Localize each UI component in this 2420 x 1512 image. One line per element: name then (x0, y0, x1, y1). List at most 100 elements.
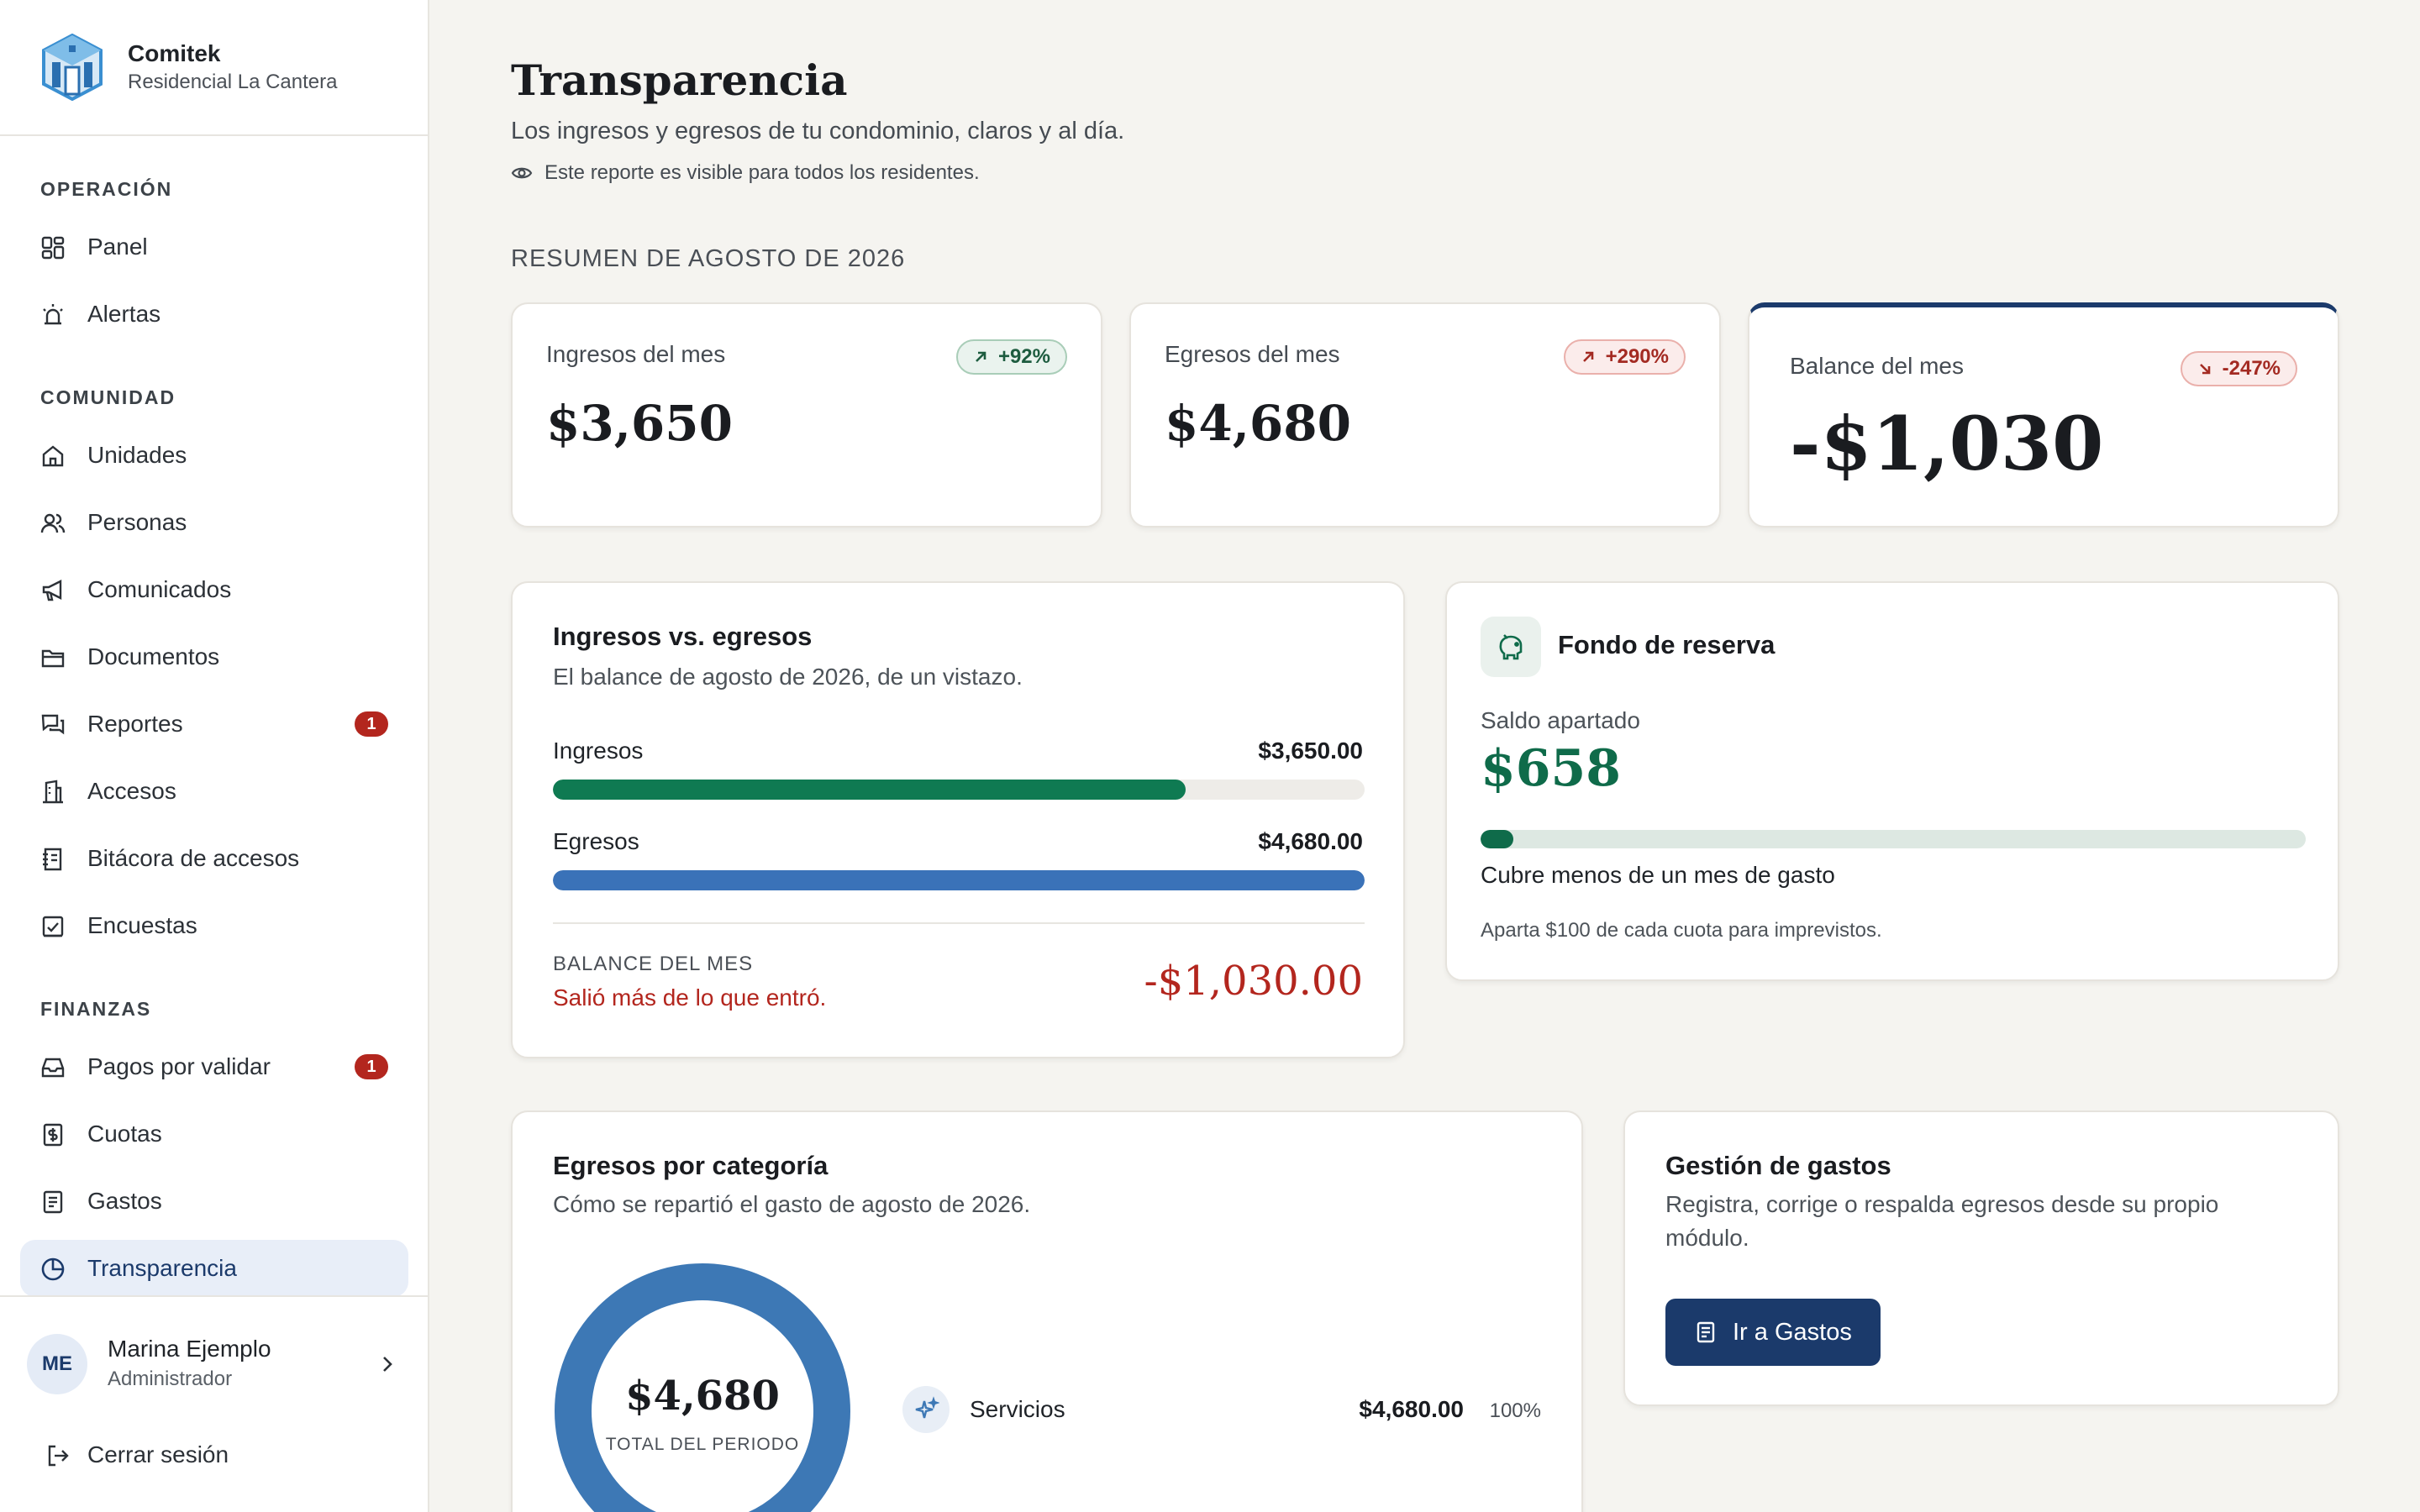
sidebar-item-label: Comunicados (87, 576, 232, 602)
bar-label-ingresos: Ingresos (553, 738, 644, 764)
sidebar-item-unidades[interactable]: Unidades (20, 427, 408, 484)
sparkle-icon (915, 1396, 939, 1419)
trend-badge: +92% (955, 339, 1067, 375)
go-to-expenses-button[interactable]: Ir a Gastos (1665, 1299, 1881, 1366)
sidebar-item-label: Transparencia (87, 1255, 237, 1281)
category-icon-wrap (902, 1386, 950, 1433)
avatar[interactable]: ME (27, 1334, 87, 1394)
income-vs-expense-card: Ingresos vs. egresos El balance de agost… (511, 581, 1405, 1058)
logout-icon (48, 1445, 69, 1467)
card-subtitle: El balance de agosto de 2026, de un vist… (553, 664, 1023, 690)
card-subtitle: Cómo se repartió el gasto de agosto de 2… (553, 1191, 1031, 1217)
chevron-right-icon[interactable] (375, 1352, 398, 1376)
page-title: Transparencia (511, 55, 848, 105)
bar-amount-ingresos: $3,650.00 (1258, 738, 1363, 764)
summary-label: RESUMEN DE AGOSTO DE 2026 (511, 245, 906, 272)
brand-subtitle: Residencial La Cantera (128, 71, 338, 93)
trend-badge: -247% (2180, 351, 2297, 386)
poll-icon (42, 916, 64, 937)
reserve-fund-card: Fondo de reserva Saldo apartado $658 Cub… (1445, 581, 2339, 981)
divider (553, 922, 1365, 924)
receipt-icon (1697, 1321, 1715, 1343)
card-title: Ingresos vs. egresos (553, 622, 813, 651)
bar-label-egresos: Egresos (553, 828, 639, 854)
comitek-logo (42, 34, 103, 101)
sidebar-item-label: Accesos (87, 778, 176, 804)
category-amount: $4,680.00 (1359, 1396, 1464, 1422)
category-percent: 100% (1489, 1399, 1541, 1422)
megaphone-icon (42, 580, 62, 601)
building-icon (43, 780, 63, 804)
nav-section-comunidad: COMUNIDAD (40, 386, 176, 408)
sidebar-item-label: Unidades (87, 442, 187, 468)
eye-icon (511, 167, 533, 179)
kpi-card-egresos: Egresos del mes +290% $4,680 (1129, 302, 1721, 528)
sidebar-item-cuotas[interactable]: Cuotas (20, 1105, 408, 1163)
visibility-note-text: Este reporte es visible para todos los r… (544, 161, 980, 184)
kpi-label: Egresos del mes (1165, 341, 1340, 367)
notification-badge: 1 (355, 1054, 388, 1079)
sidebar-item-documentos[interactable]: Documentos (20, 628, 408, 685)
balance-note: Salió más de lo que entró. (553, 984, 827, 1011)
user-name[interactable]: Marina Ejemplo (108, 1336, 271, 1362)
sidebar-item-transparencia[interactable]: Transparencia (20, 1240, 408, 1297)
sidebar-item-encuestas[interactable]: Encuestas (20, 897, 408, 954)
kpi-value: -$1,030 (1790, 400, 2104, 487)
sidebar-item-label: Encuestas (87, 912, 197, 938)
bar-amount-egresos: $4,680.00 (1258, 828, 1363, 854)
logout-button[interactable]: Cerrar sesión (20, 1426, 408, 1483)
progress-fill-ingresos (553, 780, 1186, 800)
visibility-note: Este reporte es visible para todos los r… (511, 161, 980, 185)
sidebar-item-alertas[interactable]: Alertas (20, 286, 408, 343)
sidebar-item-bitacora[interactable]: Bitácora de accesos (20, 830, 408, 887)
sidebar-item-reportes[interactable]: Reportes 1 (20, 696, 408, 753)
page-subtitle: Los ingresos y egresos de tu condominio,… (511, 118, 1125, 144)
kpi-label: Balance del mes (1790, 353, 1965, 379)
sidebar-item-gastos[interactable]: Gastos (20, 1173, 408, 1230)
sidebar-item-label: Bitácora de accesos (87, 845, 300, 871)
folder-icon (41, 649, 65, 668)
notification-badge: 1 (355, 711, 388, 737)
card-description-line-2: módulo. (1665, 1225, 1749, 1251)
nav-section-finanzas: FINANZAS (40, 998, 152, 1020)
sidebar-item-label: Cuotas (87, 1121, 162, 1147)
arrow-up-right-icon (976, 351, 986, 362)
piggy-bank-icon (1499, 634, 1523, 660)
sidebar-divider (0, 1295, 428, 1297)
user-role: Administrador (108, 1368, 233, 1390)
sidebar-item-pagos-por-validar[interactable]: Pagos por validar 1 (20, 1038, 408, 1095)
progress-fill-egresos (553, 870, 1365, 890)
saldo-value: $658 (1481, 739, 1621, 798)
alarm-icon (43, 304, 63, 325)
sidebar: Comitek Residencial La Cantera OPERACIÓN… (0, 0, 429, 1512)
sidebar-item-accesos[interactable]: Accesos (20, 763, 408, 820)
log-icon (43, 848, 62, 871)
sidebar-item-label: Pagos por validar (87, 1053, 271, 1079)
reserve-tip: Aparta $100 de cada cuota para imprevist… (1481, 919, 1882, 942)
coverage-text: Cubre menos de un mes de gasto (1481, 862, 1835, 888)
card-title: Fondo de reserva (1558, 630, 1776, 659)
balance-value: -$1,030.00 (1144, 958, 1363, 1005)
expenses-by-category-card: Egresos por categoría Cómo se repartió e… (511, 1110, 1583, 1512)
sidebar-item-comunicados[interactable]: Comunicados (20, 561, 408, 618)
donut-segment-servicios (555, 1263, 850, 1512)
sidebar-item-personas[interactable]: Personas (20, 494, 408, 551)
category-name: Servicios (970, 1396, 1065, 1422)
piggy-bank-icon-wrap (1481, 617, 1541, 677)
receipt-dollar-icon (43, 1123, 63, 1147)
reserve-progress-fill (1481, 830, 1514, 848)
donut-caption: TOTAL DEL PERIODO (605, 1435, 800, 1454)
sidebar-item-panel[interactable]: Panel (20, 218, 408, 276)
kpi-value: $3,650 (546, 395, 733, 452)
trend-badge: +290% (1563, 339, 1686, 375)
brand-name: Comitek (128, 40, 221, 66)
card-title: Egresos por categoría (553, 1151, 829, 1180)
expense-management-card: Gestión de gastos Registra, corrige o re… (1623, 1110, 2339, 1406)
trend-value: +92% (997, 345, 1050, 368)
chat-report-icon (41, 714, 65, 735)
users-icon (40, 513, 66, 533)
dashboard-icon (41, 236, 65, 260)
reserve-progress-track (1481, 830, 2306, 848)
kpi-card-ingresos: Ingresos del mes +92% $3,650 (511, 302, 1102, 528)
inbox-icon (41, 1058, 65, 1078)
